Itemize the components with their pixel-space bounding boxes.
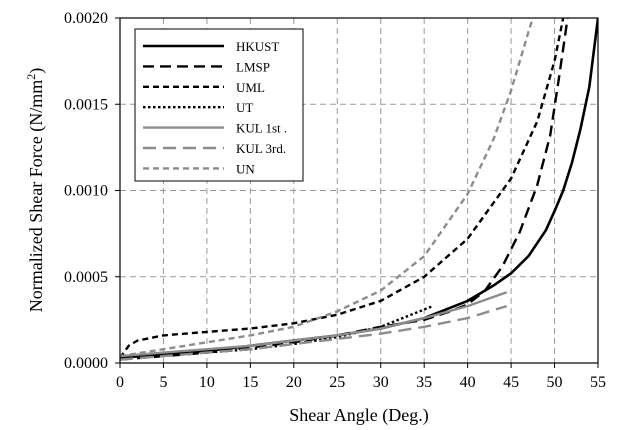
y-tick-label: 0.0000 — [64, 355, 108, 372]
x-tick-label: 15 — [242, 374, 258, 391]
legend: HKUST LMSP UML UT KUL 1st . KUL 3rd. UN — [134, 28, 304, 182]
grid-lines — [120, 18, 598, 363]
y-axis-title-main: Normalized Shear Force (N/mm — [26, 80, 47, 312]
y-tick-label: 0.0015 — [64, 96, 108, 113]
y-tick-label: 0.0010 — [64, 183, 108, 200]
legend-label: UT — [236, 100, 253, 115]
x-tick-label: 50 — [547, 374, 563, 391]
legend-label: UN — [236, 161, 255, 176]
x-tick-label: 35 — [416, 374, 432, 391]
x-tick-label: 10 — [199, 374, 215, 391]
legend-label: HKUST — [236, 39, 279, 54]
legend-label: KUL 1st . — [236, 121, 287, 136]
legend-items: HKUST LMSP UML UT KUL 1st . KUL 3rd. UN — [143, 39, 287, 176]
legend-label: UML — [236, 80, 265, 95]
series-line-lmsp — [120, 18, 569, 361]
x-tick-label: 30 — [373, 374, 389, 391]
x-tick-label: 20 — [286, 374, 302, 391]
x-tick-label: 0 — [116, 374, 124, 391]
y-axis-title: Normalized Shear Force (N/mm2) — [24, 68, 47, 312]
series-line-uml — [120, 18, 565, 359]
y-tick-label: 0.0020 — [64, 10, 108, 27]
y-axis-title-sup: 2 — [24, 74, 38, 80]
axis-ticks: 0 5 10 15 20 25 30 35 40 45 50 55 0.0000 0.0005 0.0010… — [64, 10, 606, 391]
legend-box — [134, 28, 304, 182]
x-tick-label: 40 — [460, 374, 476, 391]
series-lines — [120, 18, 598, 361]
x-tick-label: 45 — [503, 374, 519, 391]
x-axis-title: Shear Angle (Deg.) — [289, 405, 428, 426]
x-tick-label: 25 — [329, 374, 345, 391]
series-line-un — [120, 18, 534, 358]
x-tick-label: 55 — [590, 374, 606, 391]
legend-label: KUL 3rd. — [236, 141, 286, 156]
y-tick-label: 0.0005 — [64, 269, 108, 286]
series-line-kul-3rd — [120, 304, 508, 361]
y-axis-title-tail: ) — [26, 68, 47, 74]
legend-label: LMSP — [236, 59, 270, 74]
x-tick-label: 5 — [159, 374, 167, 391]
series-line-kul-1st — [120, 291, 508, 358]
